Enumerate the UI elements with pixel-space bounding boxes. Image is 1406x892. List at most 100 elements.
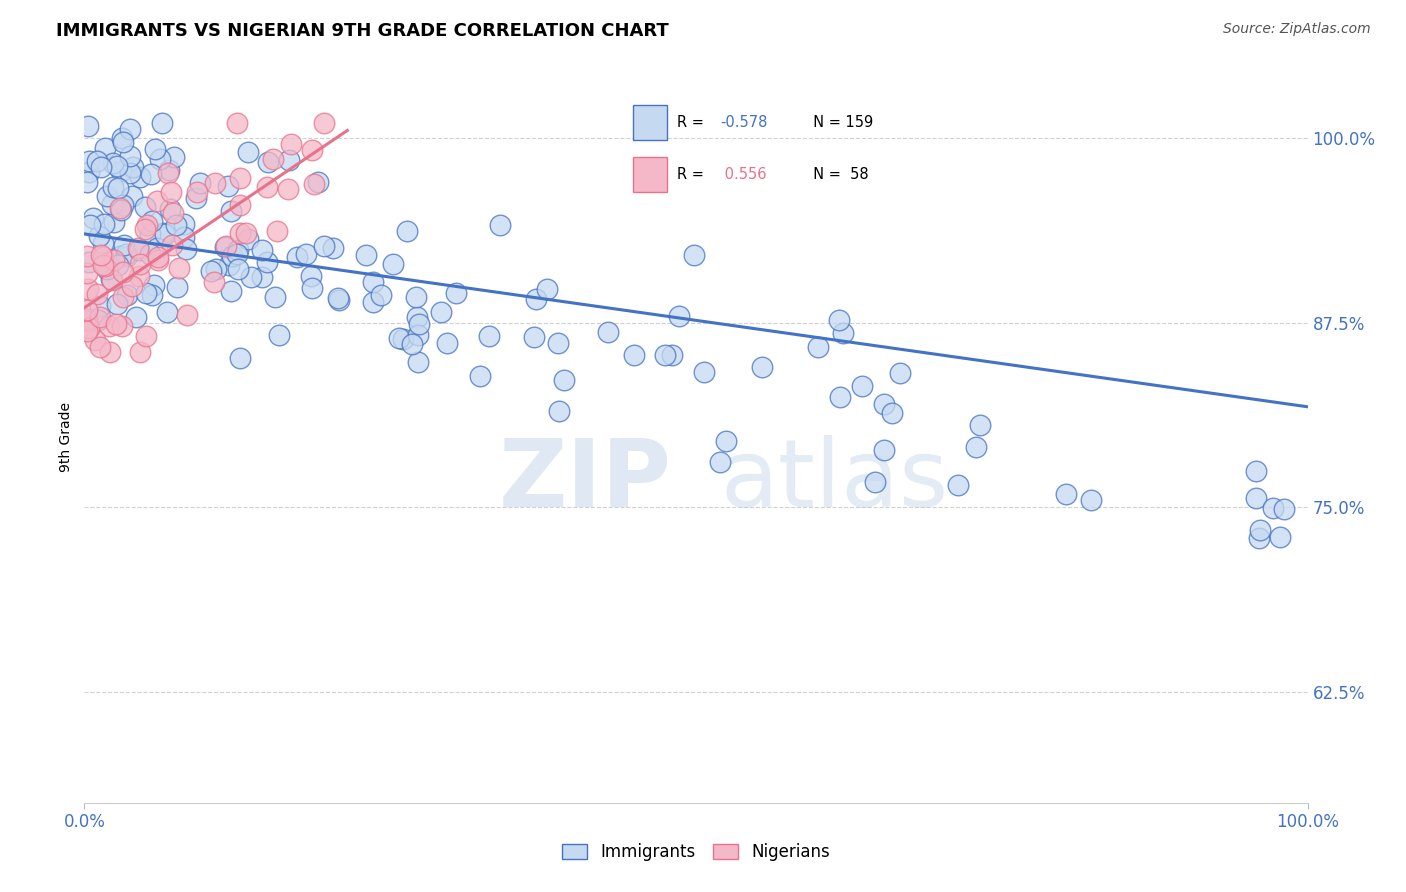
- Point: [880, 406, 903, 420]
- Point: [135, 329, 157, 343]
- Point: [91, 251, 114, 265]
- Point: [356, 248, 378, 262]
- Point: [285, 251, 308, 265]
- Point: [221, 203, 243, 218]
- Point: [112, 135, 135, 149]
- Point: [1244, 491, 1267, 505]
- Point: [112, 238, 135, 252]
- Point: [136, 218, 159, 232]
- Point: [87, 313, 110, 327]
- Point: [1249, 532, 1271, 546]
- Point: [226, 262, 249, 277]
- Point: [188, 176, 211, 190]
- Point: [226, 247, 249, 261]
- Point: [134, 222, 156, 236]
- Point: [94, 141, 117, 155]
- Point: [488, 218, 510, 232]
- Point: [86, 287, 108, 301]
- Point: [105, 297, 128, 311]
- Text: IMMIGRANTS VS NIGERIAN 9TH GRADE CORRELATION CHART: IMMIGRANTS VS NIGERIAN 9TH GRADE CORRELA…: [56, 22, 669, 40]
- Point: [98, 345, 121, 359]
- Point: [524, 292, 547, 306]
- Point: [214, 240, 236, 254]
- Point: [111, 131, 134, 145]
- Text: ZIP: ZIP: [499, 435, 672, 527]
- Point: [202, 276, 225, 290]
- Point: [969, 417, 991, 432]
- Point: [142, 277, 165, 292]
- Point: [277, 181, 299, 195]
- Point: [654, 347, 676, 361]
- Point: [1270, 530, 1292, 544]
- Point: [889, 367, 911, 381]
- Point: [176, 308, 198, 322]
- Point: [173, 230, 195, 244]
- Point: [111, 265, 134, 279]
- Point: [965, 440, 987, 454]
- Point: [110, 164, 132, 178]
- Point: [256, 254, 278, 268]
- Point: [122, 160, 145, 174]
- Point: [139, 227, 162, 242]
- Point: [160, 237, 183, 252]
- Point: [828, 313, 851, 327]
- Point: [322, 241, 344, 255]
- Point: [536, 282, 558, 296]
- Point: [76, 120, 98, 134]
- Point: [301, 143, 323, 157]
- Point: [97, 318, 120, 333]
- Point: [135, 285, 157, 300]
- Point: [139, 247, 162, 261]
- Point: [312, 239, 335, 253]
- Point: [76, 250, 98, 264]
- Point: [89, 299, 111, 313]
- Point: [553, 374, 575, 388]
- Point: [547, 336, 569, 351]
- Point: [215, 239, 238, 253]
- Point: [228, 198, 250, 212]
- Point: [396, 224, 419, 238]
- Point: [295, 246, 318, 260]
- Point: [101, 197, 124, 211]
- Point: [278, 153, 301, 167]
- Point: [361, 295, 384, 310]
- Point: [121, 279, 143, 293]
- Point: [948, 477, 970, 491]
- Point: [127, 242, 149, 256]
- Point: [470, 368, 492, 383]
- Point: [406, 355, 429, 369]
- Point: [299, 269, 322, 284]
- Point: [83, 333, 105, 347]
- Point: [266, 224, 288, 238]
- Point: [200, 264, 222, 278]
- Point: [436, 336, 458, 351]
- Point: [328, 293, 350, 307]
- Point: [314, 116, 336, 130]
- Point: [668, 310, 690, 324]
- Point: [166, 280, 188, 294]
- Point: [90, 248, 112, 262]
- Point: [401, 337, 423, 351]
- Legend: Immigrants, Nigerians: Immigrants, Nigerians: [555, 837, 837, 868]
- Text: Source: ZipAtlas.com: Source: ZipAtlas.com: [1223, 22, 1371, 37]
- Point: [87, 228, 110, 243]
- Point: [204, 261, 226, 276]
- Point: [388, 330, 411, 344]
- Point: [104, 317, 127, 331]
- Point: [76, 302, 98, 317]
- Point: [77, 165, 100, 179]
- Point: [148, 250, 170, 264]
- Point: [235, 226, 257, 240]
- Y-axis label: 9th Grade: 9th Grade: [59, 402, 73, 472]
- Point: [90, 160, 112, 174]
- Point: [430, 305, 453, 319]
- Point: [238, 232, 260, 246]
- Point: [111, 319, 134, 334]
- Point: [408, 317, 430, 331]
- Point: [93, 217, 115, 231]
- Point: [118, 122, 141, 136]
- Point: [146, 194, 169, 209]
- Point: [217, 178, 239, 193]
- Point: [111, 290, 134, 304]
- Point: [156, 305, 179, 319]
